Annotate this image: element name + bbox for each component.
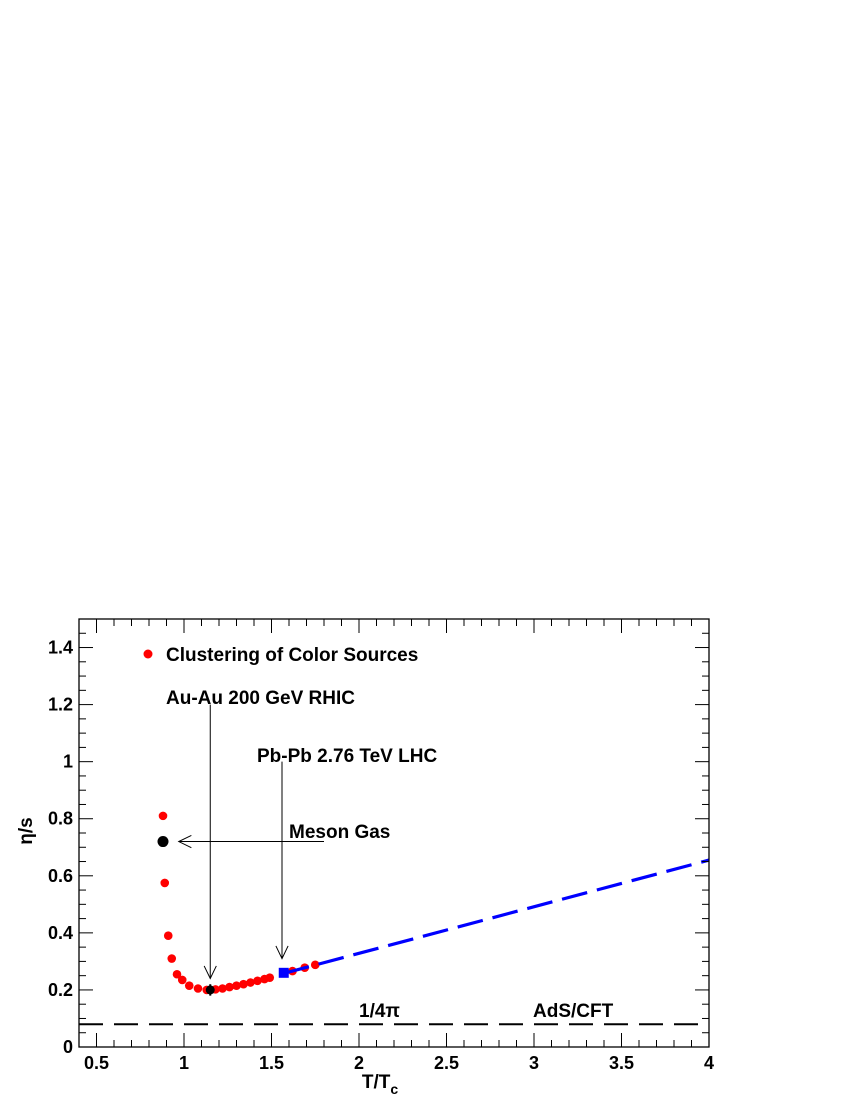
x-tick-label: 1 [179, 1053, 189, 1073]
data-point [253, 976, 262, 986]
arrow-lhc-head [275, 945, 289, 960]
x-axis-label-subscript: c [390, 1081, 398, 1097]
y-tick-label: 1.4 [48, 638, 73, 658]
rhic-point [205, 985, 215, 995]
annotation-lhc: Pb-Pb 2.76 TeV LHC [257, 746, 437, 767]
x-axis-label: T/Tc [362, 1072, 399, 1097]
data-point [265, 973, 275, 982]
x-tick-label: 0.5 [84, 1053, 109, 1073]
y-tick-label: 1 [63, 752, 73, 772]
arrow-meson-gas-head [177, 835, 192, 849]
annotation-adscft: AdS/CFT [533, 1001, 614, 1022]
x-axis-label-main: T/T [362, 1072, 391, 1093]
y-tick-label: 1.2 [48, 695, 73, 715]
plot-area [79, 704, 710, 1026]
annotation-rhic: Au-Au 200 GeV RHIC [166, 688, 355, 709]
y-tick-label: 0.6 [48, 866, 73, 886]
extrapolation-line [283, 858, 710, 975]
meson-gas-point [157, 836, 169, 848]
annotation-meson-gas: Meson Gas [289, 822, 390, 843]
y-tick-label: 0 [63, 1037, 73, 1057]
x-tick-label: 3 [529, 1053, 539, 1073]
y-tick-label: 0.8 [48, 809, 73, 829]
data-point [225, 982, 234, 992]
data-point [158, 811, 168, 821]
data-point [310, 960, 320, 970]
data-point [167, 954, 177, 963]
y-tick-label: 0.2 [48, 980, 73, 1000]
x-tick-label: 2 [354, 1053, 364, 1073]
data-point [239, 979, 248, 989]
plot-frame [78, 618, 710, 1048]
x-tick-label: 3.5 [609, 1053, 634, 1073]
data-point [177, 975, 187, 985]
legend-label: Clustering of Color Sources [166, 645, 418, 666]
data-point [232, 981, 241, 990]
y-tick-label: 0.4 [48, 923, 73, 943]
x-tick-label: 2.5 [434, 1053, 459, 1073]
legend-marker [143, 649, 153, 659]
x-tick-label: 1.5 [259, 1053, 284, 1073]
data-point [163, 931, 173, 941]
x-tick-label: 4 [704, 1053, 714, 1073]
data-point [172, 969, 182, 979]
data-point [184, 981, 194, 990]
annotation-bound: 1/4π [359, 1001, 400, 1022]
y-axis-label: η/s [16, 817, 37, 844]
arrow-rhic-head [203, 965, 217, 980]
data-point [218, 984, 227, 993]
data-point [193, 984, 203, 993]
data-point [160, 878, 170, 888]
axis-tick-labels: 0.5 1 1.5 2 2.5 3 3.5 4 0 0.2 0.4 0.6 0.8 1 1.2 1.4 [48, 638, 714, 1073]
data-point [246, 978, 255, 987]
